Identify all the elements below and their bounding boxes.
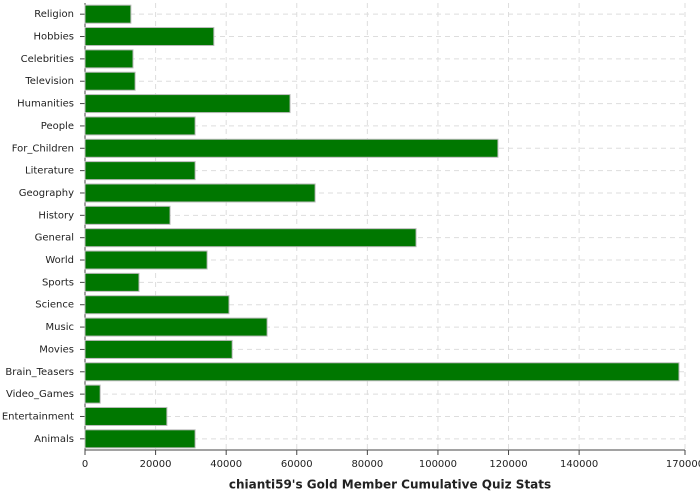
- y-tick-label: Music: [46, 322, 74, 333]
- bar: [84, 161, 196, 181]
- y-tick-label: General: [35, 233, 74, 244]
- x-tick-label: 170000: [666, 459, 700, 470]
- y-tick-label: Geography: [19, 188, 74, 199]
- y-tick-label: Television: [24, 76, 74, 87]
- x-tick-label: 0: [82, 459, 88, 470]
- y-tick-label: People: [41, 121, 74, 132]
- y-tick-label: Entertainment: [2, 411, 74, 422]
- x-tick-label: 20000: [140, 459, 172, 470]
- x-tick-label: 120000: [489, 459, 527, 470]
- bar: [84, 429, 196, 449]
- x-tick-label: 140000: [560, 459, 598, 470]
- y-tick-label: Hobbies: [34, 32, 74, 43]
- y-tick-label: Video_Games: [6, 389, 74, 400]
- y-tick-label: Brain_Teasers: [5, 367, 74, 378]
- y-tick-label: Religion: [34, 9, 74, 20]
- bar: [84, 339, 233, 359]
- y-tick-label: Literature: [25, 166, 74, 177]
- y-tick-label: History: [38, 210, 74, 221]
- bar: [84, 49, 134, 69]
- bar: [84, 228, 417, 248]
- bar: [84, 138, 499, 158]
- bar: [84, 295, 230, 315]
- y-tick-label: Celebrities: [21, 54, 74, 65]
- y-tick-label: Science: [35, 300, 74, 311]
- bar: [84, 362, 680, 382]
- x-tick-label: 100000: [419, 459, 457, 470]
- bar: [84, 205, 171, 225]
- bar: [84, 4, 132, 24]
- y-tick-label: Humanities: [17, 99, 74, 110]
- x-tick-label: 80000: [351, 459, 383, 470]
- x-tick-label: 40000: [210, 459, 242, 470]
- bar: [84, 71, 136, 91]
- bar: [84, 183, 316, 203]
- bar: [84, 27, 215, 47]
- bar: [84, 250, 208, 270]
- bar: [84, 317, 268, 337]
- y-tick-label: For_Children: [12, 143, 74, 154]
- bar: [84, 406, 168, 426]
- bar: [84, 272, 140, 292]
- bar: [84, 116, 196, 136]
- y-tick-label: Movies: [39, 344, 74, 355]
- x-tick-label: 60000: [281, 459, 313, 470]
- y-tick-label: World: [45, 255, 74, 266]
- y-tick-label: Sports: [42, 277, 74, 288]
- chart-title: chianti59's Gold Member Cumulative Quiz …: [229, 478, 551, 492]
- y-tick-label: Animals: [34, 434, 74, 445]
- bar: [84, 384, 101, 404]
- bar: [84, 94, 291, 114]
